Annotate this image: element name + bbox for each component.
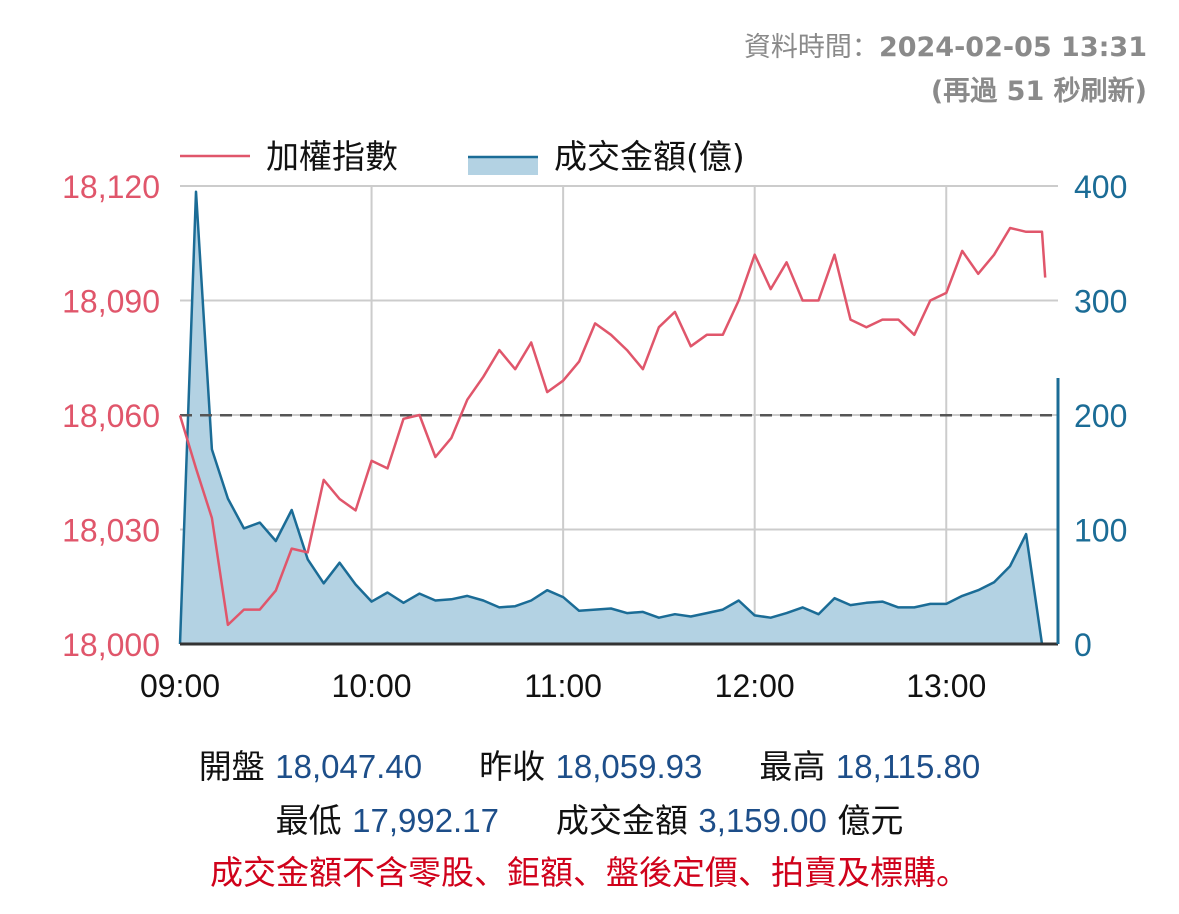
- right-axis-tick-label: 200: [1074, 398, 1127, 434]
- volume-value: 3,159.00: [698, 802, 827, 839]
- refresh-seconds: 51: [1006, 76, 1045, 107]
- legend-volume-swatch-fill: [468, 157, 538, 175]
- left-axis-tick-label: 18,060: [62, 398, 160, 434]
- stats-row-1: 開盤 18,047.40 昨收 18,059.93 最高 18,115.80: [0, 740, 1179, 788]
- high-label: 最高: [759, 747, 826, 786]
- index-line-layer: [178, 226, 1047, 627]
- open-value: 18,047.40: [275, 748, 423, 785]
- x-axis-tick-label: 10:00: [332, 668, 412, 704]
- right-axis-tick-label: 100: [1074, 513, 1127, 549]
- legend-index-label: 加權指數: [266, 137, 398, 176]
- volume-series-line: [178, 190, 1046, 646]
- volume-unit: 億元: [837, 801, 904, 840]
- data-time-value: 2024-02-05 13:31: [878, 32, 1147, 63]
- index-volume-chart: 加權指數 成交金額(億) 18,00018,03018,06018,09018,…: [62, 137, 1127, 704]
- open-label: 開盤: [198, 747, 265, 786]
- high-value: 18,115.80: [835, 748, 981, 785]
- right-axis-tick-label: 300: [1074, 284, 1127, 320]
- x-axis-tick-label: 11:00: [524, 668, 602, 704]
- volume-area-layer: [178, 190, 1046, 646]
- stats-row-2: 最低 17,992.17 成交金額 3,159.00 億元: [0, 794, 1179, 842]
- x-axis-tick-label: 09:00: [140, 668, 220, 704]
- left-axis-tick-label: 18,000: [62, 627, 160, 663]
- volume-area-fill: [180, 191, 1046, 644]
- index-series-line: [178, 226, 1047, 627]
- right-axis-tick-label: 400: [1074, 169, 1127, 205]
- data-time-line: 資料時間：2024-02-05 13:31: [744, 26, 1147, 70]
- right-axis-tick-label: 0: [1074, 627, 1092, 663]
- data-time-label: 資料時間：: [743, 32, 879, 63]
- refresh-suffix: 秒刷新): [1044, 76, 1147, 107]
- chart-axes: 18,000 18,030 18,060 18,090 18,120 0 100 200 300…: [62, 169, 1127, 704]
- legend-volume-label: 成交金額(億): [554, 137, 745, 176]
- volume-disclaimer: 成交金額不含零股、鉅額、盤後定價、拍賣及標購。: [210, 853, 969, 892]
- x-axis-tick-label: 13:00: [906, 668, 986, 704]
- prev-close-label: 昨收: [479, 747, 546, 786]
- chart-legend: 加權指數 成交金額(億): [180, 137, 745, 176]
- low-label: 最低: [275, 801, 342, 840]
- volume-label: 成交金額: [555, 801, 688, 840]
- left-axis-tick-label: 18,090: [62, 284, 160, 320]
- left-axis-tick-label: 18,120: [62, 169, 160, 205]
- refresh-countdown: (再過 51 秒刷新): [744, 70, 1147, 114]
- x-axis-tick-label: 12:00: [715, 668, 795, 704]
- refresh-prefix: (再過: [930, 76, 1007, 107]
- left-axis-tick-label: 18,030: [62, 513, 160, 549]
- low-value: 17,992.17: [352, 802, 499, 839]
- prev-close-value: 18,059.93: [555, 748, 703, 785]
- data-time-info: 資料時間：2024-02-05 13:31 (再過 51 秒刷新): [744, 26, 1147, 114]
